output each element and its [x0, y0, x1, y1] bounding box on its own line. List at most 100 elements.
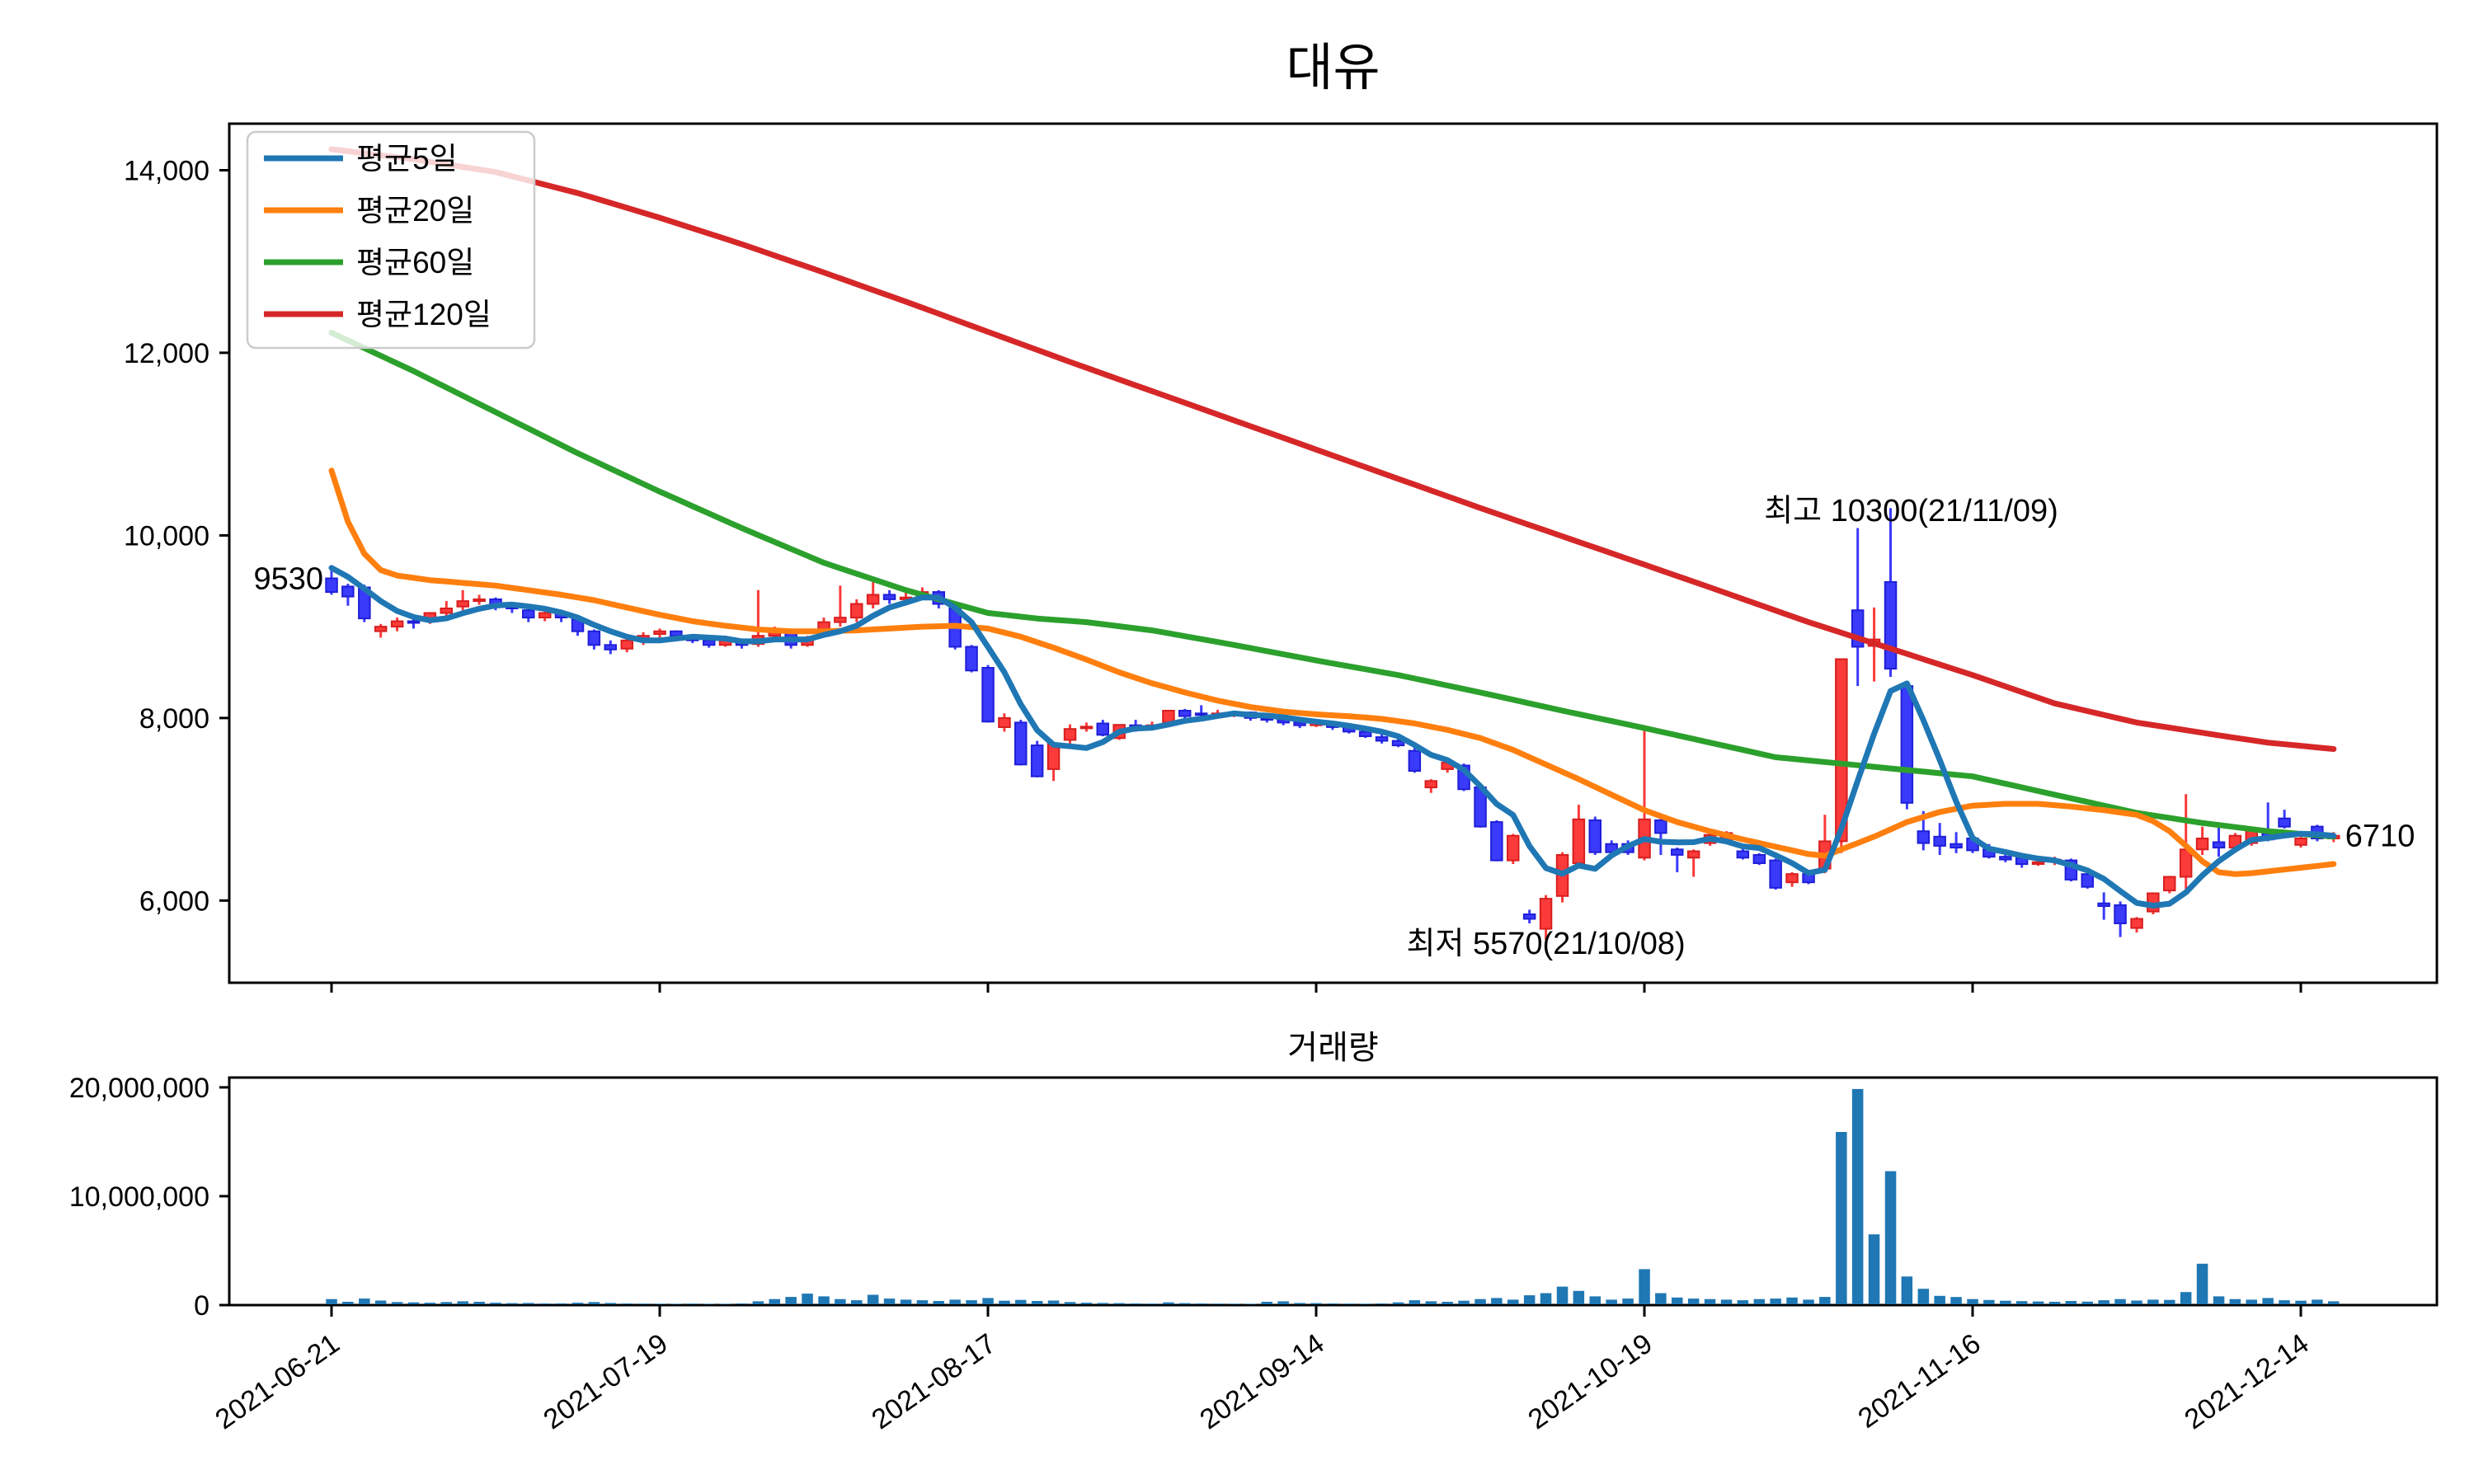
date-tick-label: 2021-09-14 — [1194, 1327, 1329, 1435]
volume-bar — [2246, 1299, 2257, 1304]
candle-body — [1785, 873, 1799, 884]
volume-bar — [1523, 1295, 1536, 1304]
volume-bar — [2015, 1301, 2028, 1304]
candle-body — [1654, 819, 1667, 834]
volume-bar — [1146, 1303, 1158, 1304]
candle-body — [998, 716, 1011, 729]
date-tick-label: 2021-08-17 — [866, 1327, 1001, 1435]
candle-body — [539, 612, 552, 618]
volume-bar — [571, 1303, 584, 1304]
candle-body — [1522, 913, 1536, 920]
candle-body — [2130, 918, 2143, 929]
candle-body — [1933, 835, 1946, 847]
volume-bar — [867, 1294, 879, 1304]
candle-body — [440, 608, 453, 614]
volume-bar — [1244, 1303, 1257, 1304]
volume-bar — [2147, 1299, 2159, 1304]
candle-body — [604, 644, 617, 650]
date-tick-label: 2021-07-19 — [538, 1327, 673, 1435]
volume-tick-label: 0 — [194, 1290, 209, 1322]
date-tick-label: 2021-11-16 — [1852, 1327, 1986, 1434]
ma20-line — [328, 467, 2337, 877]
volume-bar — [1015, 1299, 1027, 1304]
volume-bar — [2312, 1299, 2323, 1304]
volume-bar — [440, 1302, 452, 1304]
volume-bar — [1884, 1171, 1897, 1304]
volume-bar — [523, 1303, 534, 1304]
candle-body — [390, 620, 404, 628]
volume-bar — [1606, 1299, 1617, 1304]
price-tick-label: 14,000 — [124, 155, 209, 186]
volume-bar — [2131, 1300, 2142, 1304]
volume-bar — [752, 1301, 764, 1304]
volume-bar — [621, 1303, 633, 1304]
candle-body — [1572, 818, 1586, 864]
candle-body — [1030, 744, 1044, 777]
candle-body — [1014, 721, 1028, 766]
volume-bar — [1672, 1297, 1683, 1304]
volume-bar — [654, 1303, 666, 1304]
candle-body — [1539, 898, 1553, 930]
volume-bar — [1080, 1303, 1093, 1304]
legend-label: 평균5일 — [356, 142, 458, 176]
volume-bar — [555, 1303, 567, 1304]
volume-bar — [342, 1302, 354, 1304]
candle-body — [522, 609, 535, 619]
volume-bar — [1310, 1303, 1322, 1304]
volume-bar — [1097, 1303, 1108, 1304]
volume-bar — [1294, 1303, 1305, 1304]
volume-title: 거래량 — [1287, 1030, 1378, 1066]
candle-body — [2278, 817, 2291, 828]
volume-bar — [1589, 1296, 1601, 1304]
volume-bar — [374, 1300, 387, 1304]
volume-bar — [2262, 1298, 2274, 1304]
volume-bar — [1868, 1234, 1880, 1304]
volume-bar — [1983, 1299, 1995, 1304]
volume-bar — [1720, 1299, 1733, 1304]
volume-bar — [1047, 1300, 1060, 1304]
candle-body — [965, 646, 978, 672]
candle-body — [2294, 838, 2307, 846]
candle-body — [1507, 834, 1520, 862]
candle-body — [1424, 780, 1437, 789]
volume-bar — [391, 1302, 403, 1304]
volume-bar — [2295, 1300, 2307, 1304]
volume-bar — [802, 1294, 813, 1304]
price-tick-label: 6,000 — [139, 885, 209, 917]
volume-bar — [506, 1303, 518, 1304]
volume-tick-label: 20,000,000 — [69, 1073, 209, 1104]
candle-body — [325, 577, 338, 594]
candle-body — [1917, 830, 1931, 844]
candle-body — [1096, 722, 1109, 736]
volume-bar — [407, 1302, 420, 1304]
candle-body — [1588, 819, 1602, 853]
volume-bar — [851, 1300, 863, 1304]
ma5-line — [328, 565, 2337, 909]
volume-bar — [719, 1303, 731, 1304]
volume-bar — [1491, 1298, 1503, 1304]
volume-bar — [818, 1296, 830, 1304]
moving-average-lines — [328, 146, 2337, 909]
date-tick-label: 2021-06-21 — [209, 1327, 345, 1435]
volume-bar — [1425, 1301, 1437, 1304]
annotations: 9530 최고 10300(21/11/09) 최저 5570(21/10/08) 6… — [253, 494, 2415, 961]
volume-bar — [2229, 1298, 2241, 1304]
volume-bar — [1376, 1303, 1388, 1304]
volume-bar — [736, 1303, 748, 1304]
candle-body — [1884, 580, 1898, 670]
candle-body — [1752, 854, 1766, 864]
volume-bar — [2081, 1301, 2093, 1304]
chart-title: 대유 — [1286, 40, 1380, 96]
candle-body — [456, 600, 469, 608]
price-tick-label: 8,000 — [139, 703, 209, 735]
volume-bar — [1458, 1300, 1470, 1304]
volume-bar — [473, 1302, 485, 1304]
volume-bar — [2114, 1298, 2126, 1304]
volume-bar — [1770, 1298, 1781, 1304]
volume-bar — [982, 1298, 994, 1304]
volume-bar — [2164, 1299, 2175, 1304]
high-annotation: 최고 10300(21/11/09) — [1764, 494, 2058, 528]
volume-bar — [703, 1303, 715, 1304]
